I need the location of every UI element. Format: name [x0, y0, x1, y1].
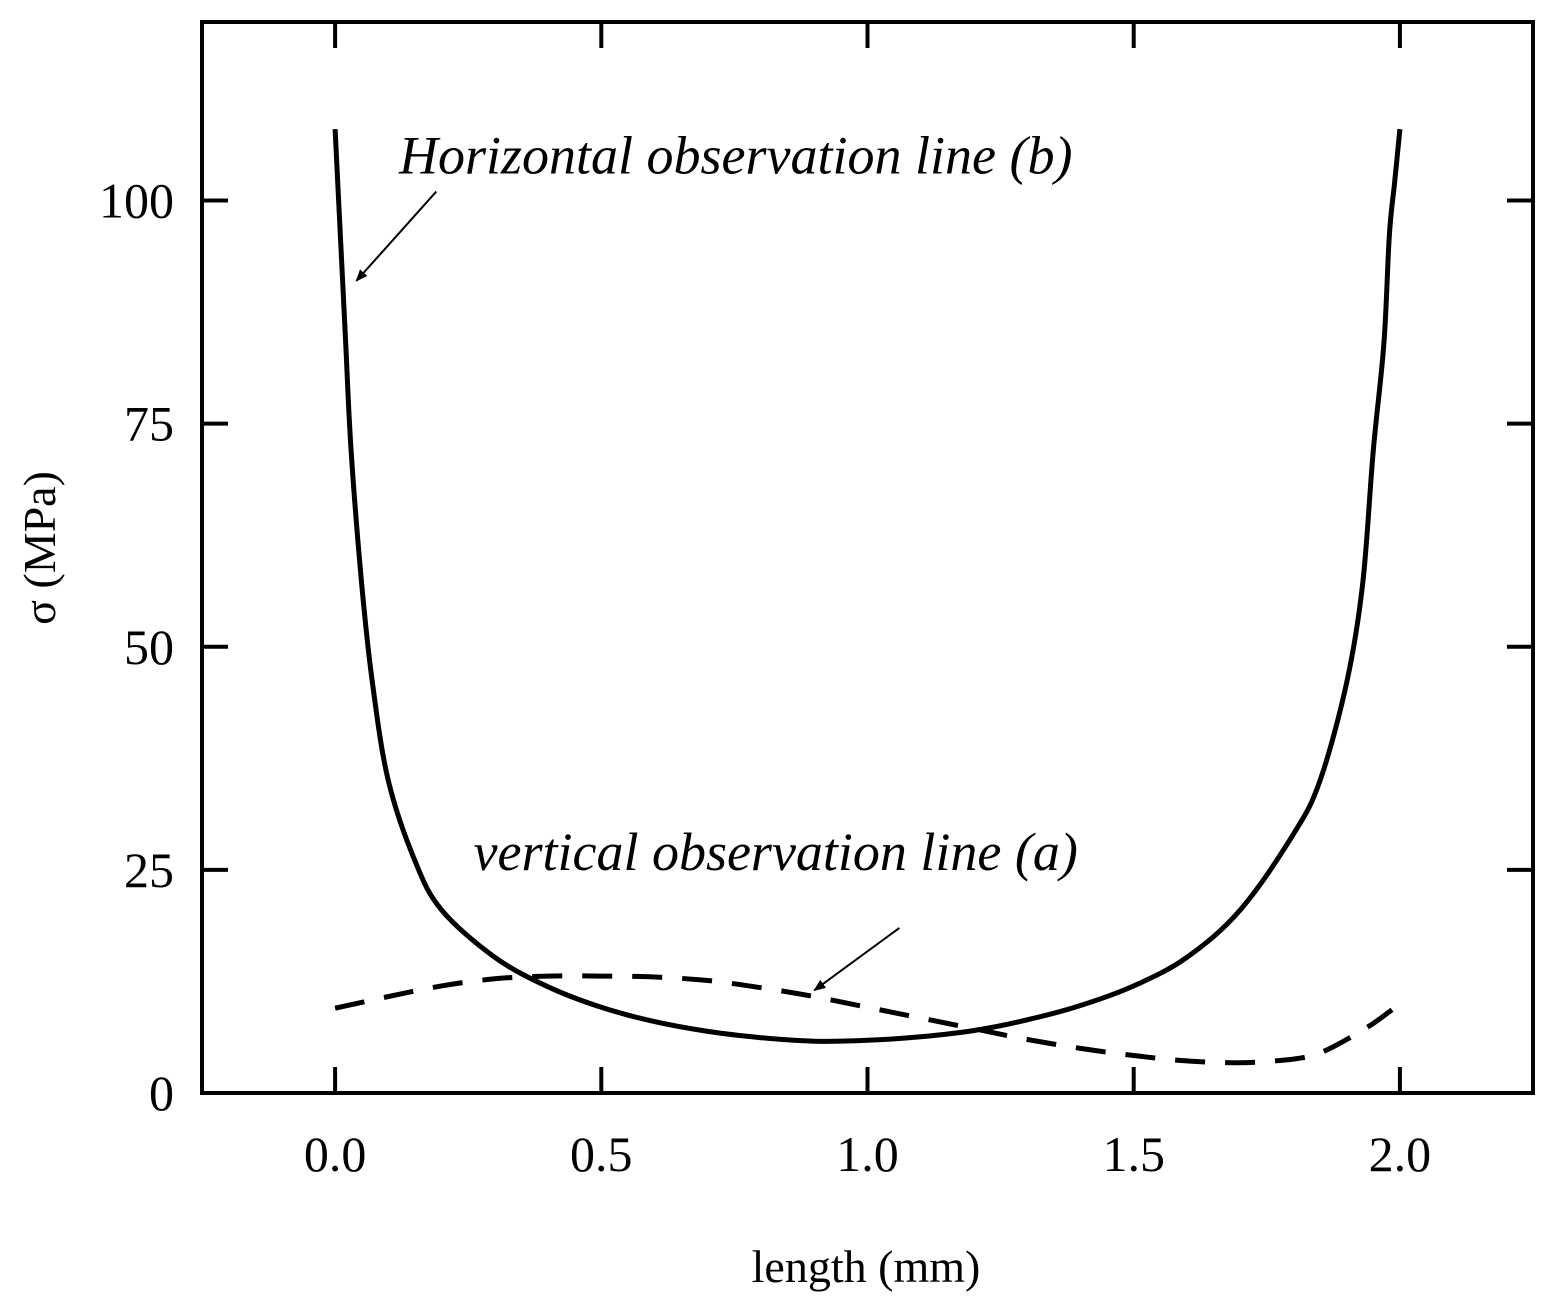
y-tick-label: 100 — [99, 173, 174, 229]
x-tick-label: 1.0 — [836, 1126, 899, 1182]
x-tick-label: 2.0 — [1369, 1126, 1432, 1182]
annotation-vertical-label: vertical observation line (a) — [474, 822, 1078, 882]
series-line-horizontal-observation — [332, 128, 1403, 1044]
y-tick-label: 50 — [124, 619, 174, 675]
y-tick-label: 25 — [124, 842, 174, 898]
plot-frame — [200, 20, 1535, 1095]
annotations: Horizontal observation line (b) vertical … — [355, 126, 1078, 992]
x-tick-label: 0.5 — [570, 1126, 633, 1182]
series-lines — [332, 128, 1403, 1066]
x-axis-label: length (mm) — [752, 1241, 981, 1292]
annotation-vertical-arrow — [813, 927, 901, 992]
y-tick-label: 0 — [149, 1065, 174, 1121]
x-tick-label: 0.0 — [304, 1126, 367, 1182]
annotation-horizontal-label: Horizontal observation line (b) — [398, 126, 1072, 186]
y-tick-label: 75 — [124, 396, 174, 452]
tick-labels: 0.0 0.5 1.0 1.5 2.0 0 25 50 75 100 — [99, 173, 1431, 1183]
series-line-vertical-observation — [334, 973, 1402, 1066]
annotation-horizontal-arrow — [355, 190, 438, 282]
y-axis-label: σ (MPa) — [14, 471, 65, 625]
x-tick-label: 1.5 — [1102, 1126, 1165, 1182]
